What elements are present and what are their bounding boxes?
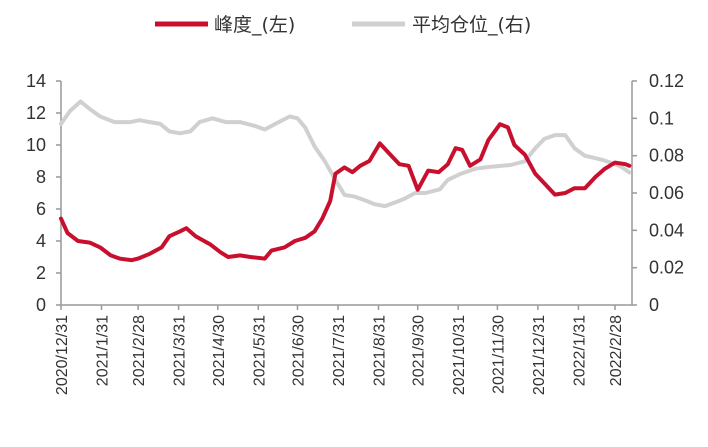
series-line-average-position — [59, 99, 632, 209]
x-tick-label: 2021/1/31 — [95, 315, 112, 386]
legend-label-kurtosis: 峰度_(左) — [214, 14, 295, 36]
x-tick-label: 2021/2/28 — [131, 315, 148, 386]
y-left-tick-label: 6 — [36, 199, 46, 219]
x-tick-label: 2021/6/30 — [290, 315, 307, 386]
y-left-tick-label: 8 — [36, 167, 46, 187]
y-left-tick-label: 2 — [36, 263, 46, 283]
y-left-tick-label: 12 — [26, 103, 46, 123]
y-right-tick-label: 0.02 — [649, 258, 684, 278]
y-left-tick-label: 4 — [36, 231, 46, 251]
y-right-tick-label: 0.12 — [649, 71, 684, 91]
y-right-tick-label: 0.04 — [649, 220, 684, 240]
x-tick-label: 2020/12/31 — [54, 315, 71, 395]
x-tick-label: 2021/4/30 — [211, 315, 228, 386]
y-right-tick-label: 0.1 — [649, 108, 674, 128]
x-tick-label: 2021/10/31 — [451, 315, 468, 395]
x-tick-label: 2021/9/30 — [411, 315, 428, 386]
x-tick-label: 2021/11/30 — [490, 315, 507, 394]
y-right-tick-label: 0.06 — [649, 183, 684, 203]
x-tick-label: 2022/2/28 — [608, 315, 625, 386]
y-left-tick-label: 0 — [36, 295, 46, 315]
y-right-tick-label: 0 — [649, 295, 659, 315]
legend: 峰度_(左) 平均仓位_(右) — [155, 14, 531, 36]
x-tick-label: 2022/1/31 — [571, 315, 588, 386]
y-right-tick-label: 0.08 — [649, 146, 684, 166]
series-lines — [59, 99, 632, 263]
x-tick-label: 2021/12/31 — [531, 315, 548, 395]
x-tick-label: 2021/5/31 — [251, 315, 268, 386]
axes: 0 2 4 6 8 10 12 14 0 0.02 0.04 0.06 0.08 0.1 0.12 2020/… — [26, 71, 684, 395]
x-tick-label: 2021/8/31 — [372, 315, 389, 386]
x-tick-label: 2021/7/31 — [331, 315, 348, 386]
y-left-tick-label: 10 — [26, 135, 46, 155]
series-line-kurtosis — [59, 122, 632, 263]
y-left-tick-label: 14 — [26, 71, 46, 91]
legend-label-position: 平均仓位_(右) — [412, 14, 531, 36]
x-tick-label: 2021/3/31 — [172, 315, 189, 386]
